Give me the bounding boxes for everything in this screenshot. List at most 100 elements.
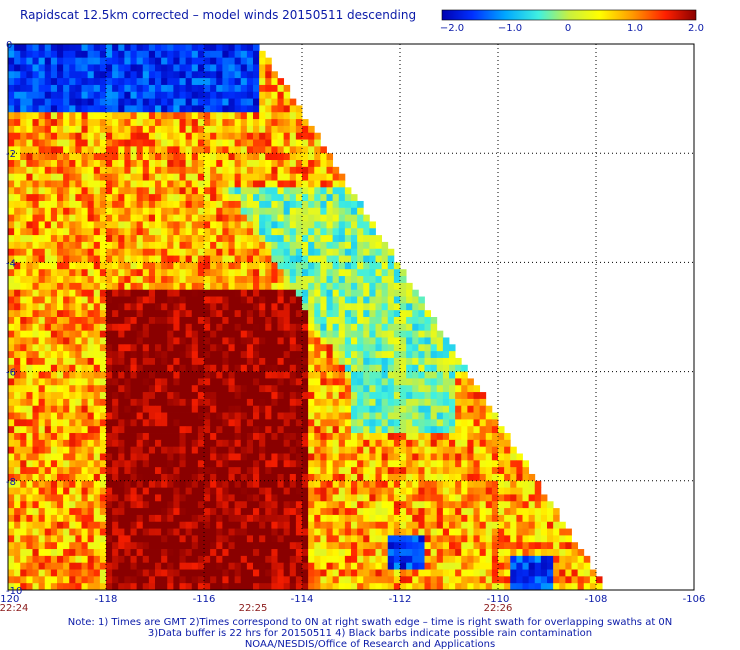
heatmap-cell [142, 289, 150, 297]
heatmap-cell [412, 426, 419, 434]
heatmap-cell [185, 521, 193, 529]
heatmap-cell [87, 508, 95, 516]
heatmap-cell [240, 385, 248, 393]
heatmap-cell [240, 419, 248, 427]
heatmap-cell [375, 378, 383, 386]
heatmap-cell [302, 125, 309, 134]
heatmap-cell [173, 187, 180, 195]
heatmap-cell [44, 344, 52, 352]
heatmap-cell [289, 317, 297, 325]
heatmap-cell [430, 487, 438, 495]
heatmap-cell [57, 241, 64, 250]
heatmap-cell [369, 351, 376, 359]
heatmap-cell [338, 514, 346, 523]
heatmap-cell [185, 344, 193, 352]
heatmap-cell [112, 160, 119, 168]
heatmap-cell [8, 262, 15, 270]
heatmap-cell [498, 460, 505, 468]
heatmap-cell [240, 446, 248, 454]
heatmap-cell [375, 323, 383, 332]
heatmap-cell [234, 535, 242, 543]
heatmap-cell [467, 419, 474, 427]
heatmap-cell [173, 262, 180, 270]
heatmap-cell [20, 419, 27, 427]
heatmap-cell [308, 310, 315, 318]
heatmap-cell [302, 405, 309, 413]
heatmap-cell [240, 357, 248, 366]
heatmap-cell [289, 419, 297, 427]
heatmap-cell [93, 282, 101, 291]
heatmap-cell [130, 426, 138, 434]
heatmap-cell [124, 200, 131, 209]
heatmap-cell [57, 351, 64, 359]
heatmap-cell [461, 405, 468, 413]
heatmap-cell [344, 453, 352, 461]
heatmap-cell [63, 255, 70, 263]
heatmap-cell [93, 221, 101, 229]
heatmap-cell [222, 241, 229, 250]
heatmap-cell [387, 357, 395, 366]
heatmap-cell [8, 50, 15, 59]
heatmap-cell [81, 494, 89, 502]
heatmap-cell [32, 207, 40, 216]
heatmap-cell [197, 521, 205, 529]
heatmap-cell [38, 521, 46, 529]
heatmap-cell [191, 528, 199, 536]
heatmap-cell [381, 378, 389, 386]
heatmap-cell [351, 419, 358, 427]
heatmap-cell [271, 248, 278, 256]
heatmap-cell [50, 514, 58, 523]
heatmap-cell [522, 467, 530, 475]
heatmap-cell [93, 91, 101, 99]
heatmap-cell [234, 269, 242, 277]
heatmap-cell [326, 446, 334, 454]
heatmap-cell [106, 71, 113, 79]
heatmap-cell [142, 514, 150, 523]
heatmap-cell [228, 405, 236, 413]
heatmap-cell [246, 289, 254, 297]
heatmap-cell [265, 187, 272, 195]
heatmap-cell [20, 180, 27, 188]
heatmap-cell [283, 84, 291, 93]
heatmap-cell [289, 460, 297, 468]
heatmap-cell [106, 351, 113, 359]
heatmap-cell [161, 446, 168, 454]
heatmap-cell [93, 412, 101, 420]
heatmap-cell [393, 351, 401, 359]
heatmap-cell [136, 323, 144, 332]
heatmap-cell [253, 207, 260, 216]
heatmap-cell [553, 508, 560, 516]
heatmap-cell [253, 180, 260, 188]
heatmap-cell [112, 248, 119, 256]
heatmap-cell [253, 460, 260, 468]
heatmap-cell [240, 351, 248, 359]
heatmap-cell [69, 330, 76, 338]
heatmap-cell [228, 303, 236, 311]
heatmap-cell [485, 487, 493, 495]
heatmap-cell [253, 57, 260, 65]
heatmap-cell [63, 296, 70, 304]
heatmap-cell [185, 289, 193, 297]
heatmap-cell [418, 467, 425, 475]
heatmap-cell [418, 473, 425, 482]
heatmap-cell [216, 337, 223, 345]
heatmap-cell [179, 50, 187, 59]
heatmap-cell [191, 385, 199, 393]
heatmap-cell [363, 262, 370, 270]
heatmap-cell [173, 371, 180, 379]
heatmap-cell [302, 139, 309, 147]
heatmap-cell [320, 371, 327, 379]
heatmap-cell [381, 446, 389, 454]
heatmap-cell [197, 153, 205, 161]
chart-title: Rapidscat 12.5km corrected – model winds… [20, 8, 417, 22]
heatmap-cell [173, 542, 180, 550]
heatmap-cell [112, 398, 119, 407]
heatmap-cell [155, 105, 162, 113]
heatmap-cell [259, 262, 266, 270]
heatmap-cell [338, 405, 346, 413]
heatmap-cell [289, 276, 297, 284]
heatmap-cell [442, 357, 450, 366]
heatmap-cell [277, 419, 285, 427]
heatmap-cell [63, 64, 70, 72]
heatmap-cell [210, 214, 217, 222]
